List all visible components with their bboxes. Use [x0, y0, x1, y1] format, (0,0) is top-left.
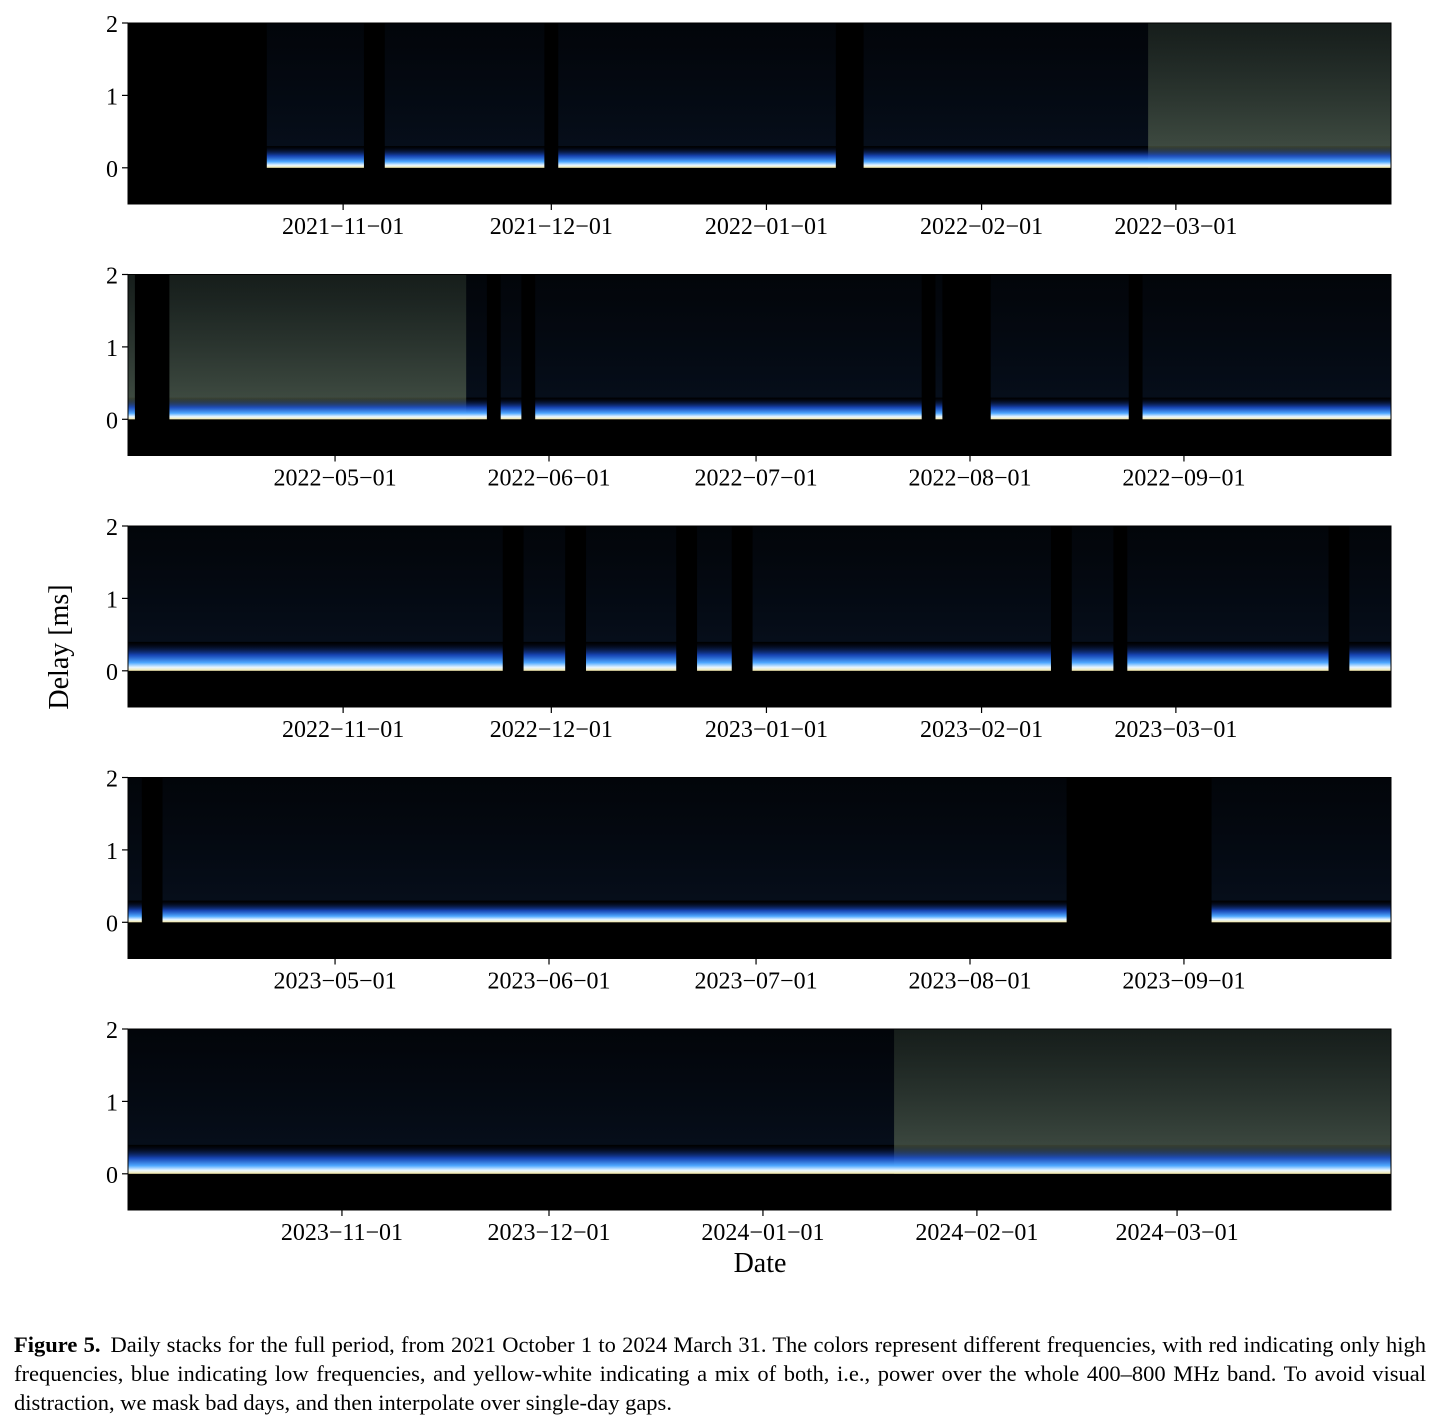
- masked-days: [134, 274, 170, 456]
- y-tick-label: 2: [106, 515, 118, 541]
- panel-5: 0 1 2 2023−11−01 2023−12−01 2024−01−01 2024−02…: [106, 1018, 1392, 1246]
- masked-days: [1050, 526, 1072, 707]
- panel-3: 0 1 2 2022−11−01 2022−12−01 2023−01−01 2023−02…: [106, 515, 1392, 743]
- y-tick-label: 1: [106, 587, 118, 613]
- masked-days: [1128, 274, 1143, 456]
- plot-frame: [127, 777, 1392, 959]
- signal-band: [128, 146, 1391, 168]
- plot-frame: [127, 274, 1392, 456]
- x-tick-label: 2022−11−01: [282, 717, 404, 743]
- masked-days: [1066, 777, 1212, 959]
- x-tick-label: 2023−06−01: [487, 969, 610, 995]
- x-tick-label: 2022−03−01: [1114, 214, 1237, 240]
- x-tick-label: 2022−05−01: [274, 466, 397, 492]
- x-tick-label: 2024−01−01: [701, 1220, 824, 1246]
- masked-days: [128, 23, 267, 204]
- plot-frame: [127, 525, 1392, 708]
- y-tick-label: 1: [106, 839, 118, 865]
- plot-frame: [127, 1028, 1392, 1211]
- masked-days: [1113, 526, 1128, 707]
- figure: 0 1 2 2021−11−01 2021−12−01 2022−01−01 2022−02…: [44, 12, 1392, 1279]
- masked-days: [502, 526, 524, 707]
- masked-days: [565, 526, 587, 707]
- x-tick-label: 2022−02−01: [920, 214, 1043, 240]
- x-tick-label: 2023−08−01: [908, 969, 1031, 995]
- x-tick-label: 2024−02−01: [915, 1220, 1038, 1246]
- negative-delay-region: [128, 1174, 1391, 1210]
- masked-days: [544, 23, 559, 204]
- masked-days: [486, 274, 501, 456]
- masked-days: [676, 526, 698, 707]
- masked-days: [521, 274, 536, 456]
- y-tick-label: 2: [106, 1018, 118, 1044]
- masked-days: [942, 274, 991, 456]
- signal-band: [128, 1144, 1391, 1174]
- caption-text: Daily stacks for the full period, from 2…: [14, 1332, 1427, 1415]
- x-tick-label: 2023−02−01: [920, 717, 1043, 743]
- x-tick-label: 2022−07−01: [695, 466, 818, 492]
- plot-frame: [127, 22, 1392, 205]
- y-tick-label: 0: [106, 408, 118, 434]
- masked-days: [141, 777, 163, 959]
- x-tick-label: 2023−07−01: [695, 969, 818, 995]
- y-tick-label: 0: [106, 157, 118, 183]
- x-tick-label: 2022−09−01: [1122, 466, 1245, 492]
- negative-delay-region: [128, 420, 1391, 456]
- masked-days: [731, 526, 753, 707]
- scatter-region: [1148, 23, 1391, 168]
- negative-delay-region: [128, 168, 1391, 204]
- panel-4: 0 1 2 2023−05−01 2023−06−01 2023−07−01 2023−08…: [106, 767, 1392, 995]
- y-tick-label: 2: [106, 12, 118, 38]
- masked-days: [363, 23, 385, 204]
- panel-2: 0 1 2 2022−05−01 2022−06−01 2022−07−01 2022−08…: [106, 264, 1392, 492]
- y-tick-label: 0: [106, 1163, 118, 1189]
- x-tick-label: 2023−09−01: [1122, 969, 1245, 995]
- x-tick-label: 2023−05−01: [274, 969, 397, 995]
- x-tick-label: 2024−03−01: [1116, 1220, 1239, 1246]
- signal-band: [128, 397, 1391, 420]
- y-tick-label: 1: [106, 336, 118, 362]
- y-axis-label: Delay [ms]: [44, 584, 75, 709]
- x-tick-label: 2022−01−01: [705, 214, 828, 240]
- figure-caption: Figure 5. Daily stacks for the full perio…: [14, 1330, 1426, 1417]
- signal-band: [128, 641, 1391, 671]
- masked-days: [835, 23, 864, 204]
- x-tick-label: 2023−01−01: [705, 717, 828, 743]
- x-tick-label: 2021−11−01: [282, 214, 404, 240]
- x-tick-label: 2023−12−01: [487, 1220, 610, 1246]
- masked-days: [1328, 526, 1350, 707]
- negative-delay-region: [128, 671, 1391, 707]
- scatter-region: [128, 274, 467, 420]
- y-tick-label: 0: [106, 911, 118, 937]
- masked-days: [921, 274, 936, 456]
- panel-1: 0 1 2 2021−11−01 2021−12−01 2022−01−01 2022−02…: [106, 12, 1392, 240]
- y-tick-label: 1: [106, 1090, 118, 1116]
- x-tick-label: 2022−06−01: [487, 466, 610, 492]
- y-tick-label: 1: [106, 84, 118, 110]
- caption-label: Figure 5.: [14, 1332, 101, 1357]
- y-tick-label: 2: [106, 767, 118, 793]
- signal-haze: [128, 526, 1391, 642]
- x-tick-label: 2023−11−01: [281, 1220, 403, 1246]
- x-tick-label: 2022−12−01: [490, 717, 613, 743]
- x-tick-label: 2021−12−01: [490, 214, 613, 240]
- x-tick-label: 2023−03−01: [1114, 717, 1237, 743]
- x-axis-label: Date: [734, 1248, 787, 1279]
- x-tick-label: 2022−08−01: [908, 466, 1031, 492]
- y-tick-label: 2: [106, 264, 118, 290]
- y-tick-label: 0: [106, 660, 118, 686]
